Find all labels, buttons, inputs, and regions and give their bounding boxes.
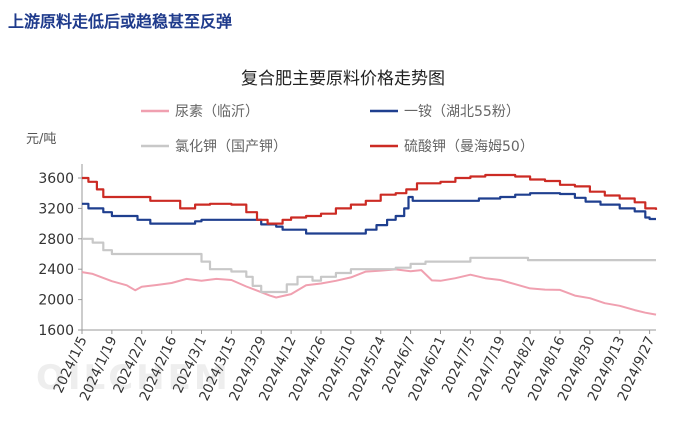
series-line-2 — [82, 192, 656, 235]
y-tick-label: 2400 — [38, 262, 74, 278]
page-headline: 上游原料走低后或趋稳甚至反弹 — [8, 12, 233, 31]
chart-legend: 尿素（临沂） 一铵（湖北55粉） 氯化钾（国产钾） 硫酸钾（曼海姆50） — [141, 104, 534, 155]
series-line-4 — [82, 173, 658, 225]
series-line-1 — [81, 268, 657, 316]
chart-title: 复合肥主要原料价格走势图 — [241, 69, 445, 89]
legend-label: 一铵（湖北55粉） — [404, 104, 520, 120]
legend-label: 尿素（临沂） — [175, 104, 259, 120]
watermark-logo: OILCHEM — [36, 358, 231, 398]
y-tick-label: 3600 — [38, 171, 74, 187]
y-tick-label: 1600 — [38, 323, 74, 339]
series-line-3 — [82, 237, 656, 294]
chart-series — [81, 173, 658, 316]
legend-label: 硫酸钾（曼海姆50） — [404, 139, 534, 155]
y-axis-unit-label: 元/吨 — [26, 132, 56, 147]
y-tick-label: 3200 — [38, 201, 74, 217]
y-tick-label: 2800 — [38, 232, 74, 248]
legend-label: 氯化钾（国产钾） — [175, 139, 287, 155]
y-tick-label: 2000 — [38, 293, 74, 309]
